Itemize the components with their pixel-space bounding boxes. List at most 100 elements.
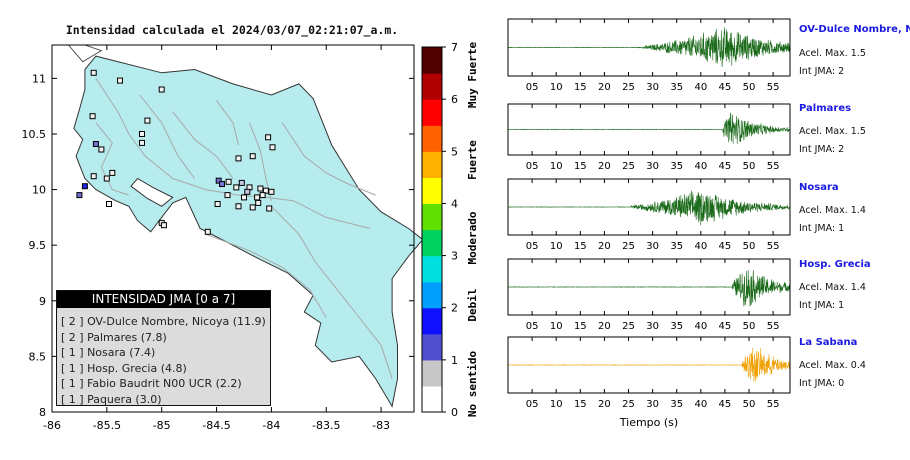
station-name: OV-Dulce Nombre, Nicoya bbox=[799, 24, 910, 35]
station-marker bbox=[241, 194, 247, 201]
station-marker bbox=[139, 139, 145, 146]
waveform-tick-label: 45 bbox=[719, 161, 732, 172]
waveform-tick-label: 10 bbox=[550, 82, 563, 93]
colorbar-tick-label: 4 bbox=[451, 197, 458, 210]
map-frame bbox=[51, 44, 415, 413]
waveform-trace bbox=[508, 270, 791, 307]
station-marker bbox=[269, 144, 276, 151]
station-accel: Acel. Max. 1.5 bbox=[799, 48, 866, 59]
colorbar-category-label: Moderado bbox=[466, 211, 479, 264]
station-name: La Sabana bbox=[799, 337, 858, 348]
colorbar-segment bbox=[422, 359, 442, 387]
waveform-tick-label: 25 bbox=[622, 161, 635, 172]
station-name: Nosara bbox=[799, 182, 839, 193]
station-marker bbox=[235, 155, 242, 162]
waveform-trace bbox=[507, 190, 791, 226]
station-marker bbox=[235, 203, 242, 210]
colorbar-segment bbox=[422, 47, 442, 74]
waveform-tick-label: 15 bbox=[574, 399, 587, 410]
station-marker bbox=[249, 153, 256, 160]
waveform-tick-label: 40 bbox=[694, 161, 707, 172]
waveform-tick-label: 55 bbox=[767, 241, 780, 252]
waveform-tick-label: 50 bbox=[743, 241, 756, 252]
waveform-tick-label: 35 bbox=[670, 82, 683, 93]
waveform-tick-label: 55 bbox=[767, 321, 780, 332]
waveform-tick-label: 05 bbox=[526, 399, 539, 410]
x-tick-label: -83.5 bbox=[312, 419, 340, 432]
road bbox=[95, 122, 129, 196]
y-tick-label: 8 bbox=[39, 406, 46, 419]
waveform-frame bbox=[507, 18, 791, 77]
colorbar-tick-label: 3 bbox=[451, 250, 458, 263]
station-marker bbox=[90, 173, 97, 180]
waveform-tick-label: 50 bbox=[743, 321, 756, 332]
waveform-tick-label: 45 bbox=[719, 321, 732, 332]
waveform-tick-label: 40 bbox=[694, 399, 707, 410]
waveform-tick-label: 20 bbox=[598, 161, 611, 172]
station-intensity: Int JMA: 1 bbox=[799, 300, 845, 311]
waveform-tick-label: 10 bbox=[550, 161, 563, 172]
waveform-frame bbox=[507, 258, 791, 316]
station-intensity: Int JMA: 2 bbox=[799, 144, 845, 155]
station-marker bbox=[109, 169, 116, 176]
station-marker bbox=[244, 188, 251, 195]
y-tick-label: 8.5 bbox=[29, 350, 47, 363]
waveform-tick-label: 25 bbox=[622, 399, 635, 410]
waveform-tick-label: 35 bbox=[670, 321, 683, 332]
station-marker bbox=[81, 183, 88, 190]
waveform-frame bbox=[507, 336, 791, 394]
station-marker bbox=[249, 204, 256, 211]
station-marker bbox=[90, 69, 97, 76]
station-marker bbox=[259, 192, 266, 199]
legend-entry: [ 2 ] OV-Dulce Nombre, Nicoya (11.9) bbox=[61, 315, 266, 328]
colorbar-segment bbox=[422, 151, 442, 178]
waveform-tick-label: 30 bbox=[646, 399, 659, 410]
gulf-of-nicoya bbox=[130, 177, 174, 207]
waveform-tick-label: 05 bbox=[526, 82, 539, 93]
colorbar-category-label: Debil bbox=[466, 288, 479, 321]
waveform-tick-label: 05 bbox=[526, 161, 539, 172]
waveform-tick-label: 25 bbox=[622, 82, 635, 93]
waveform-tick-label: 45 bbox=[719, 82, 732, 93]
road bbox=[139, 94, 196, 179]
waveform-tick-label: 25 bbox=[622, 321, 635, 332]
waveform-frame bbox=[507, 178, 791, 236]
road bbox=[216, 100, 239, 146]
colorbar-segment bbox=[422, 73, 442, 100]
country-outline bbox=[73, 55, 424, 408]
colorbar-segment bbox=[422, 385, 442, 413]
waveform-tick-label: 10 bbox=[550, 321, 563, 332]
station-marker bbox=[139, 131, 145, 137]
waveform-tick-label: 50 bbox=[743, 399, 756, 410]
colorbar-segment bbox=[422, 255, 442, 283]
y-tick-label: 10 bbox=[32, 184, 46, 197]
station-marker bbox=[98, 146, 105, 153]
waveform-tick-label: 45 bbox=[719, 399, 732, 410]
waveform-tick-label: 45 bbox=[719, 241, 732, 252]
x-tick-label: -83 bbox=[372, 419, 390, 432]
waveform-tick-label: 30 bbox=[646, 321, 659, 332]
waveform-tick-label: 55 bbox=[767, 82, 780, 93]
x-tick-label: -85 bbox=[153, 419, 171, 432]
colorbar-segment bbox=[422, 99, 442, 126]
waveform-tick-label: 20 bbox=[598, 241, 611, 252]
waveform-tick-label: 05 bbox=[526, 321, 539, 332]
waveform-tick-label: 15 bbox=[574, 241, 587, 252]
legend-entry: [ 1 ] Fabio Baudrit N00 UCR (2.2) bbox=[61, 377, 242, 390]
station-name: Hosp. Grecia bbox=[799, 259, 871, 270]
station-marker bbox=[76, 192, 83, 199]
station-accel: Acel. Max. 1.4 bbox=[799, 282, 866, 293]
colorbar-tick-label: 1 bbox=[451, 354, 458, 367]
waveform-xlabel: Tiempo (s) bbox=[619, 416, 678, 429]
waveform-tick-label: 15 bbox=[574, 82, 587, 93]
colorbar-segment bbox=[422, 229, 442, 257]
waveform-tick-label: 15 bbox=[574, 161, 587, 172]
station-marker bbox=[224, 192, 231, 199]
station-name: Palmares bbox=[799, 103, 852, 114]
y-tick-label: 9.5 bbox=[29, 239, 47, 252]
colorbar-tick-label: 2 bbox=[451, 302, 458, 315]
waveform-tick-label: 30 bbox=[646, 82, 659, 93]
